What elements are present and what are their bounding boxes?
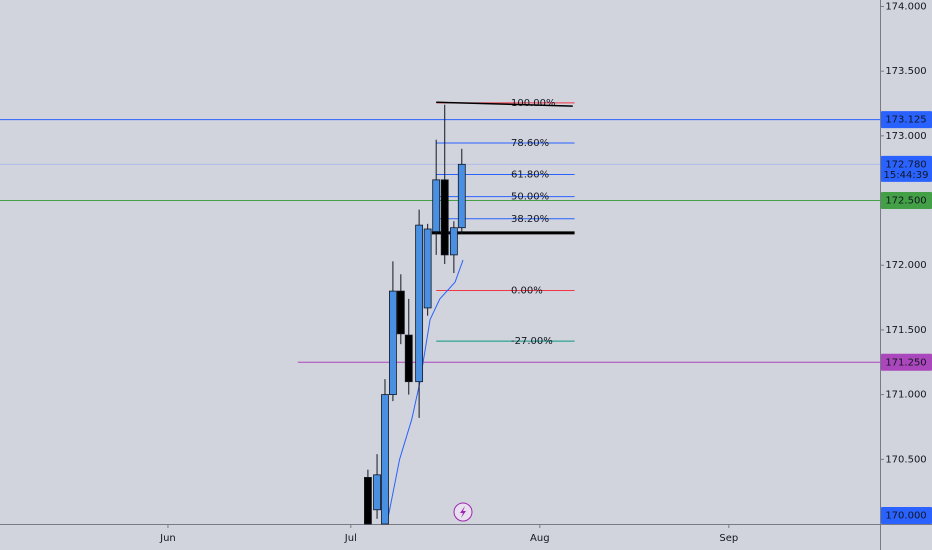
candle-body — [381, 394, 389, 525]
y-tick-label: 171.500 — [885, 325, 926, 336]
price-badge-label: 171.250 — [885, 357, 926, 368]
fib-label: 61.80% — [511, 170, 549, 181]
price-badge-countdown: 15:44:39 — [884, 170, 929, 181]
candle-body — [373, 474, 381, 511]
candle-body — [415, 224, 424, 383]
x-tick-label: Jul — [344, 533, 357, 544]
fib-label: 78.60% — [511, 138, 549, 149]
y-tick-label: 174.000 — [885, 1, 926, 12]
y-tick-label: 173.000 — [885, 131, 926, 142]
price-badge — [881, 155, 932, 182]
candle-body — [404, 334, 413, 383]
candle-body — [423, 228, 432, 309]
price-badge-label: 170.000 — [885, 511, 926, 522]
moving-average — [386, 259, 464, 525]
candle-body — [396, 290, 405, 335]
icon-bolt[interactable] — [460, 506, 466, 518]
price-badge-label: 173.125 — [885, 115, 926, 126]
y-tick-label: 172.000 — [885, 260, 926, 271]
y-tick-label: 171.000 — [885, 390, 926, 401]
replay-icon[interactable] — [453, 502, 473, 522]
candle-body — [457, 163, 466, 229]
candle-body — [449, 227, 458, 256]
price-badge-label: 172.780 — [885, 159, 926, 170]
candle-body — [364, 477, 372, 525]
fib-label: -27.00% — [511, 336, 553, 347]
x-tick-label: Aug — [530, 533, 550, 544]
price-badge-label: 172.500 — [885, 196, 926, 207]
y-tick-label: 173.500 — [885, 66, 926, 77]
price-badge — [881, 507, 932, 524]
fib-label: 38.20% — [511, 214, 549, 225]
fib-label: 0.00% — [511, 285, 543, 296]
fib-label: 50.00% — [511, 192, 549, 203]
trend-line — [436, 101, 573, 107]
price-badge — [881, 111, 932, 129]
y-tick-label: 170.500 — [885, 454, 926, 465]
price-badge — [881, 192, 932, 210]
price-badge — [881, 353, 932, 371]
candle-body — [432, 179, 441, 232]
fib-label: 100.00% — [511, 98, 556, 109]
x-tick-label: Jun — [159, 533, 176, 544]
plot-area: 100.00% 78.60% 61.80% 50.00% 38.20% 0.00% -27.… — [0, 98, 880, 525]
candle-body — [440, 179, 449, 256]
x-tick-label: Sep — [719, 533, 738, 544]
candle-body — [389, 290, 397, 396]
